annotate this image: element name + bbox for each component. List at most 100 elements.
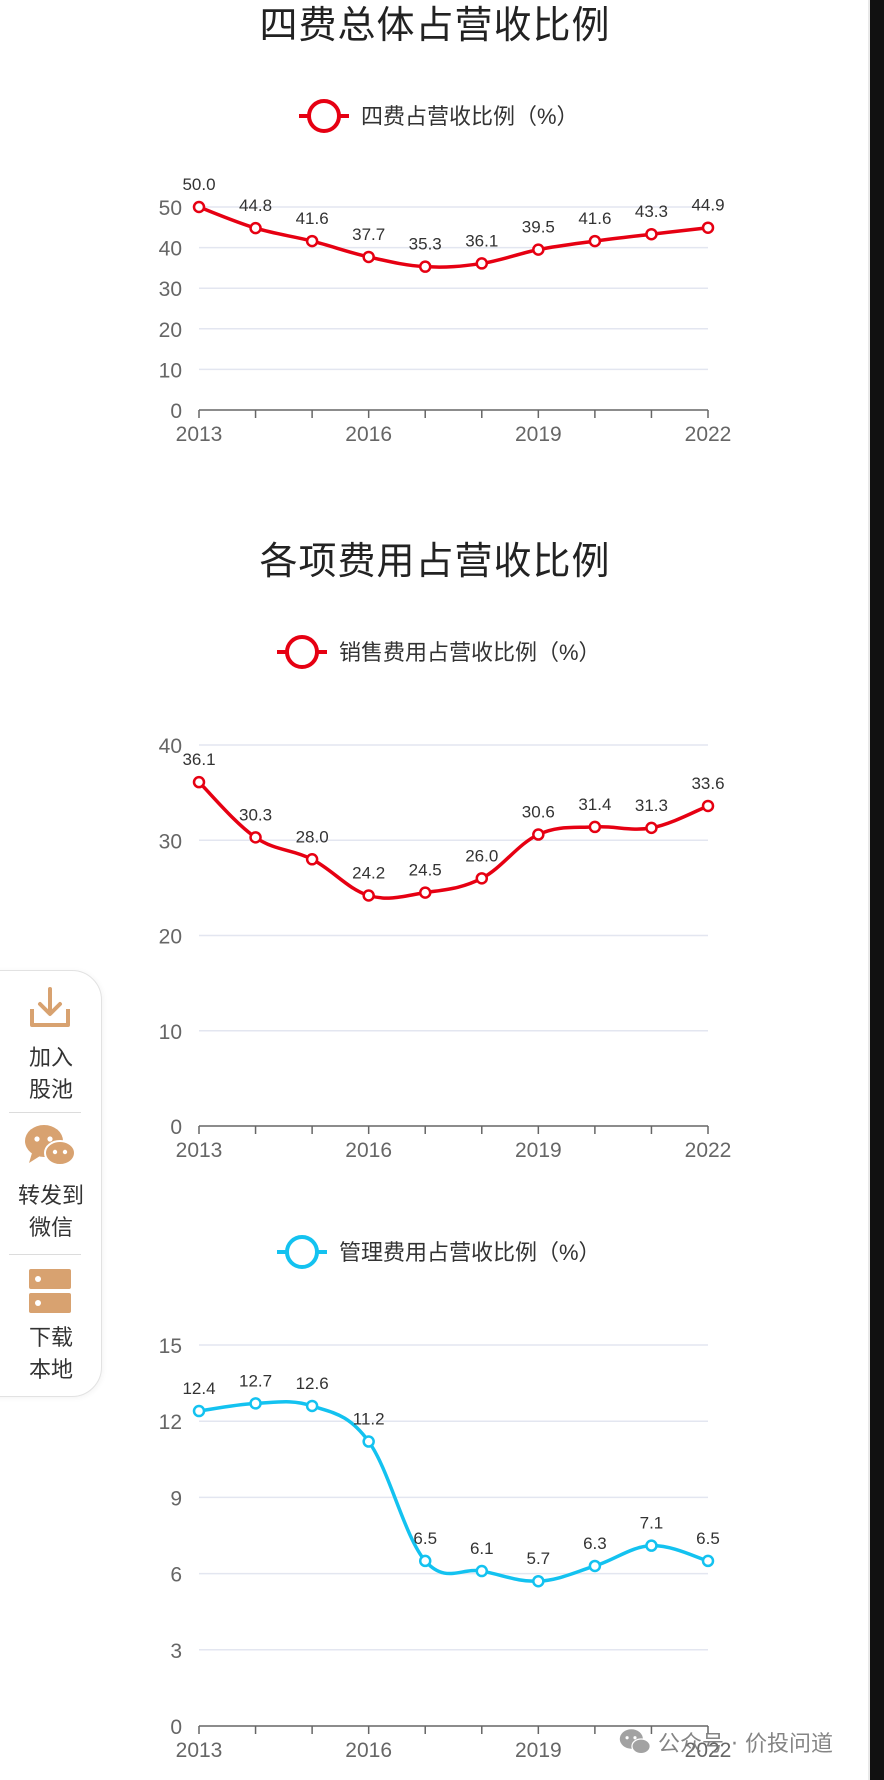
download-label-1: 下载 (28, 1326, 73, 1351)
y-tick-label: 40 (159, 238, 182, 261)
side-toolbar: 加入 股池 转发到 微信 下载 本地 (0, 970, 102, 1397)
x-tick-label: 2022 (685, 1139, 732, 1162)
x-tick-label: 2016 (345, 1739, 392, 1762)
data-point (249, 831, 262, 844)
x-tick-label: 2022 (685, 1739, 732, 1762)
x-tick-label: 2019 (515, 423, 562, 446)
data-label: 6.5 (696, 1529, 720, 1548)
data-label: 36.1 (182, 750, 215, 769)
download-tray-icon (30, 987, 70, 1027)
data-point (192, 775, 206, 789)
data-point (418, 886, 432, 899)
page-edge (868, 0, 870, 1780)
data-label: 5.7 (527, 1549, 551, 1568)
y-tick-label: 9 (170, 1487, 182, 1510)
data-point (192, 200, 206, 214)
data-label: 50.0 (182, 175, 215, 194)
data-label: 24.2 (352, 863, 385, 882)
y-tick-label: 10 (159, 359, 182, 382)
data-point (588, 234, 602, 248)
y-tick-label: 40 (159, 735, 182, 758)
data-point (249, 1397, 262, 1410)
y-tick-label: 0 (170, 1716, 182, 1739)
y-tick-label: 20 (159, 926, 182, 949)
add-pool-label-2: 股池 (28, 1078, 73, 1103)
x-tick-label: 2016 (345, 423, 392, 446)
separator (9, 1112, 81, 1113)
data-point (192, 1404, 206, 1418)
admin-ratio-chart: 管理费用占营收比例（%） 0 3 6 9 12 15 2013 2016 2019 2022 12.4… (159, 1235, 732, 1762)
y-tick-label: 6 (170, 1564, 182, 1587)
data-label: 26.0 (465, 846, 498, 865)
data-label: 11.2 (353, 1410, 385, 1429)
y-tick-label: 12 (159, 1411, 182, 1434)
data-label: 36.1 (465, 231, 498, 250)
watermark-text: 公众号 · 价投问道 (658, 1732, 833, 1757)
share-label-1: 转发到 (17, 1184, 84, 1209)
item-ratio-title: 各项费用占营收比例 (259, 539, 611, 583)
data-label: 41.6 (578, 209, 611, 228)
data-label: 31.3 (635, 796, 668, 815)
x-tick-label: 2022 (685, 423, 732, 446)
data-point (532, 243, 545, 256)
scrollbar[interactable] (870, 0, 884, 1780)
data-label: 44.9 (691, 196, 724, 215)
data-point (532, 1574, 545, 1588)
data-point (249, 221, 262, 235)
legend: 销售费用占营收比例（%） (277, 635, 601, 669)
data-point (701, 799, 715, 813)
y-tick-label: 0 (170, 1116, 182, 1139)
legend-marker (307, 99, 341, 133)
data-label: 39.5 (522, 218, 555, 237)
data-label: 35.3 (409, 235, 442, 254)
data-label: 33.6 (691, 774, 724, 793)
data-label: 6.1 (470, 1539, 494, 1558)
series-line (197, 780, 709, 900)
y-tick-label: 3 (170, 1640, 182, 1663)
y-tick-label: 30 (159, 278, 182, 301)
data-point (475, 872, 489, 885)
data-point (645, 1539, 658, 1552)
data-label: 43.3 (635, 202, 668, 221)
data-point (475, 257, 489, 270)
data-point (588, 1559, 602, 1573)
data-label: 24.5 (409, 861, 442, 880)
data-label: 12.7 (239, 1371, 272, 1390)
data-point (418, 260, 432, 273)
data-point (588, 820, 602, 834)
data-label: 12.6 (296, 1374, 329, 1393)
server-icon (29, 1269, 71, 1313)
sales-ratio-chart: 销售费用占营收比例（%） 0 10 20 30 40 2013 2016 2019 2022 36.… (159, 635, 732, 1162)
data-point (305, 1399, 319, 1413)
data-point (475, 1564, 489, 1578)
data-label: 41.6 (296, 209, 329, 228)
series-line (198, 205, 709, 269)
y-tick-label: 50 (159, 197, 182, 220)
legend-marker (285, 635, 319, 669)
total-ratio-title: 四费总体占营收比例 (259, 3, 611, 47)
y-tick-label: 0 (170, 400, 182, 423)
y-tick-label: 20 (159, 319, 182, 342)
y-tick-label: 10 (159, 1021, 182, 1044)
data-point (362, 1435, 375, 1448)
data-label: 30.3 (239, 805, 272, 824)
x-tick-label: 2013 (176, 1139, 223, 1162)
x-tick-label: 2016 (345, 1139, 392, 1162)
data-point (532, 828, 545, 841)
data-point (305, 853, 319, 866)
legend-label: 四费占营收比例（%） (361, 104, 579, 129)
total-ratio-chart: 四费占营收比例（%） 0 10 20 30 40 50 2013 2016 2019 2022 50.… (159, 99, 732, 446)
x-tick-label: 2013 (176, 1739, 223, 1762)
data-point (645, 821, 658, 835)
data-point (645, 227, 658, 241)
legend: 四费占营收比例（%） (299, 99, 579, 133)
data-label: 30.6 (522, 803, 555, 822)
legend: 管理费用占营收比例（%） (277, 1235, 601, 1269)
legend-marker (285, 1235, 319, 1269)
series-line (198, 1400, 709, 1583)
x-tick-label: 2013 (176, 423, 223, 446)
data-label: 12.4 (182, 1379, 215, 1398)
y-tick-label: 30 (159, 830, 182, 853)
download-label-2: 本地 (28, 1358, 73, 1383)
separator (9, 1254, 81, 1255)
